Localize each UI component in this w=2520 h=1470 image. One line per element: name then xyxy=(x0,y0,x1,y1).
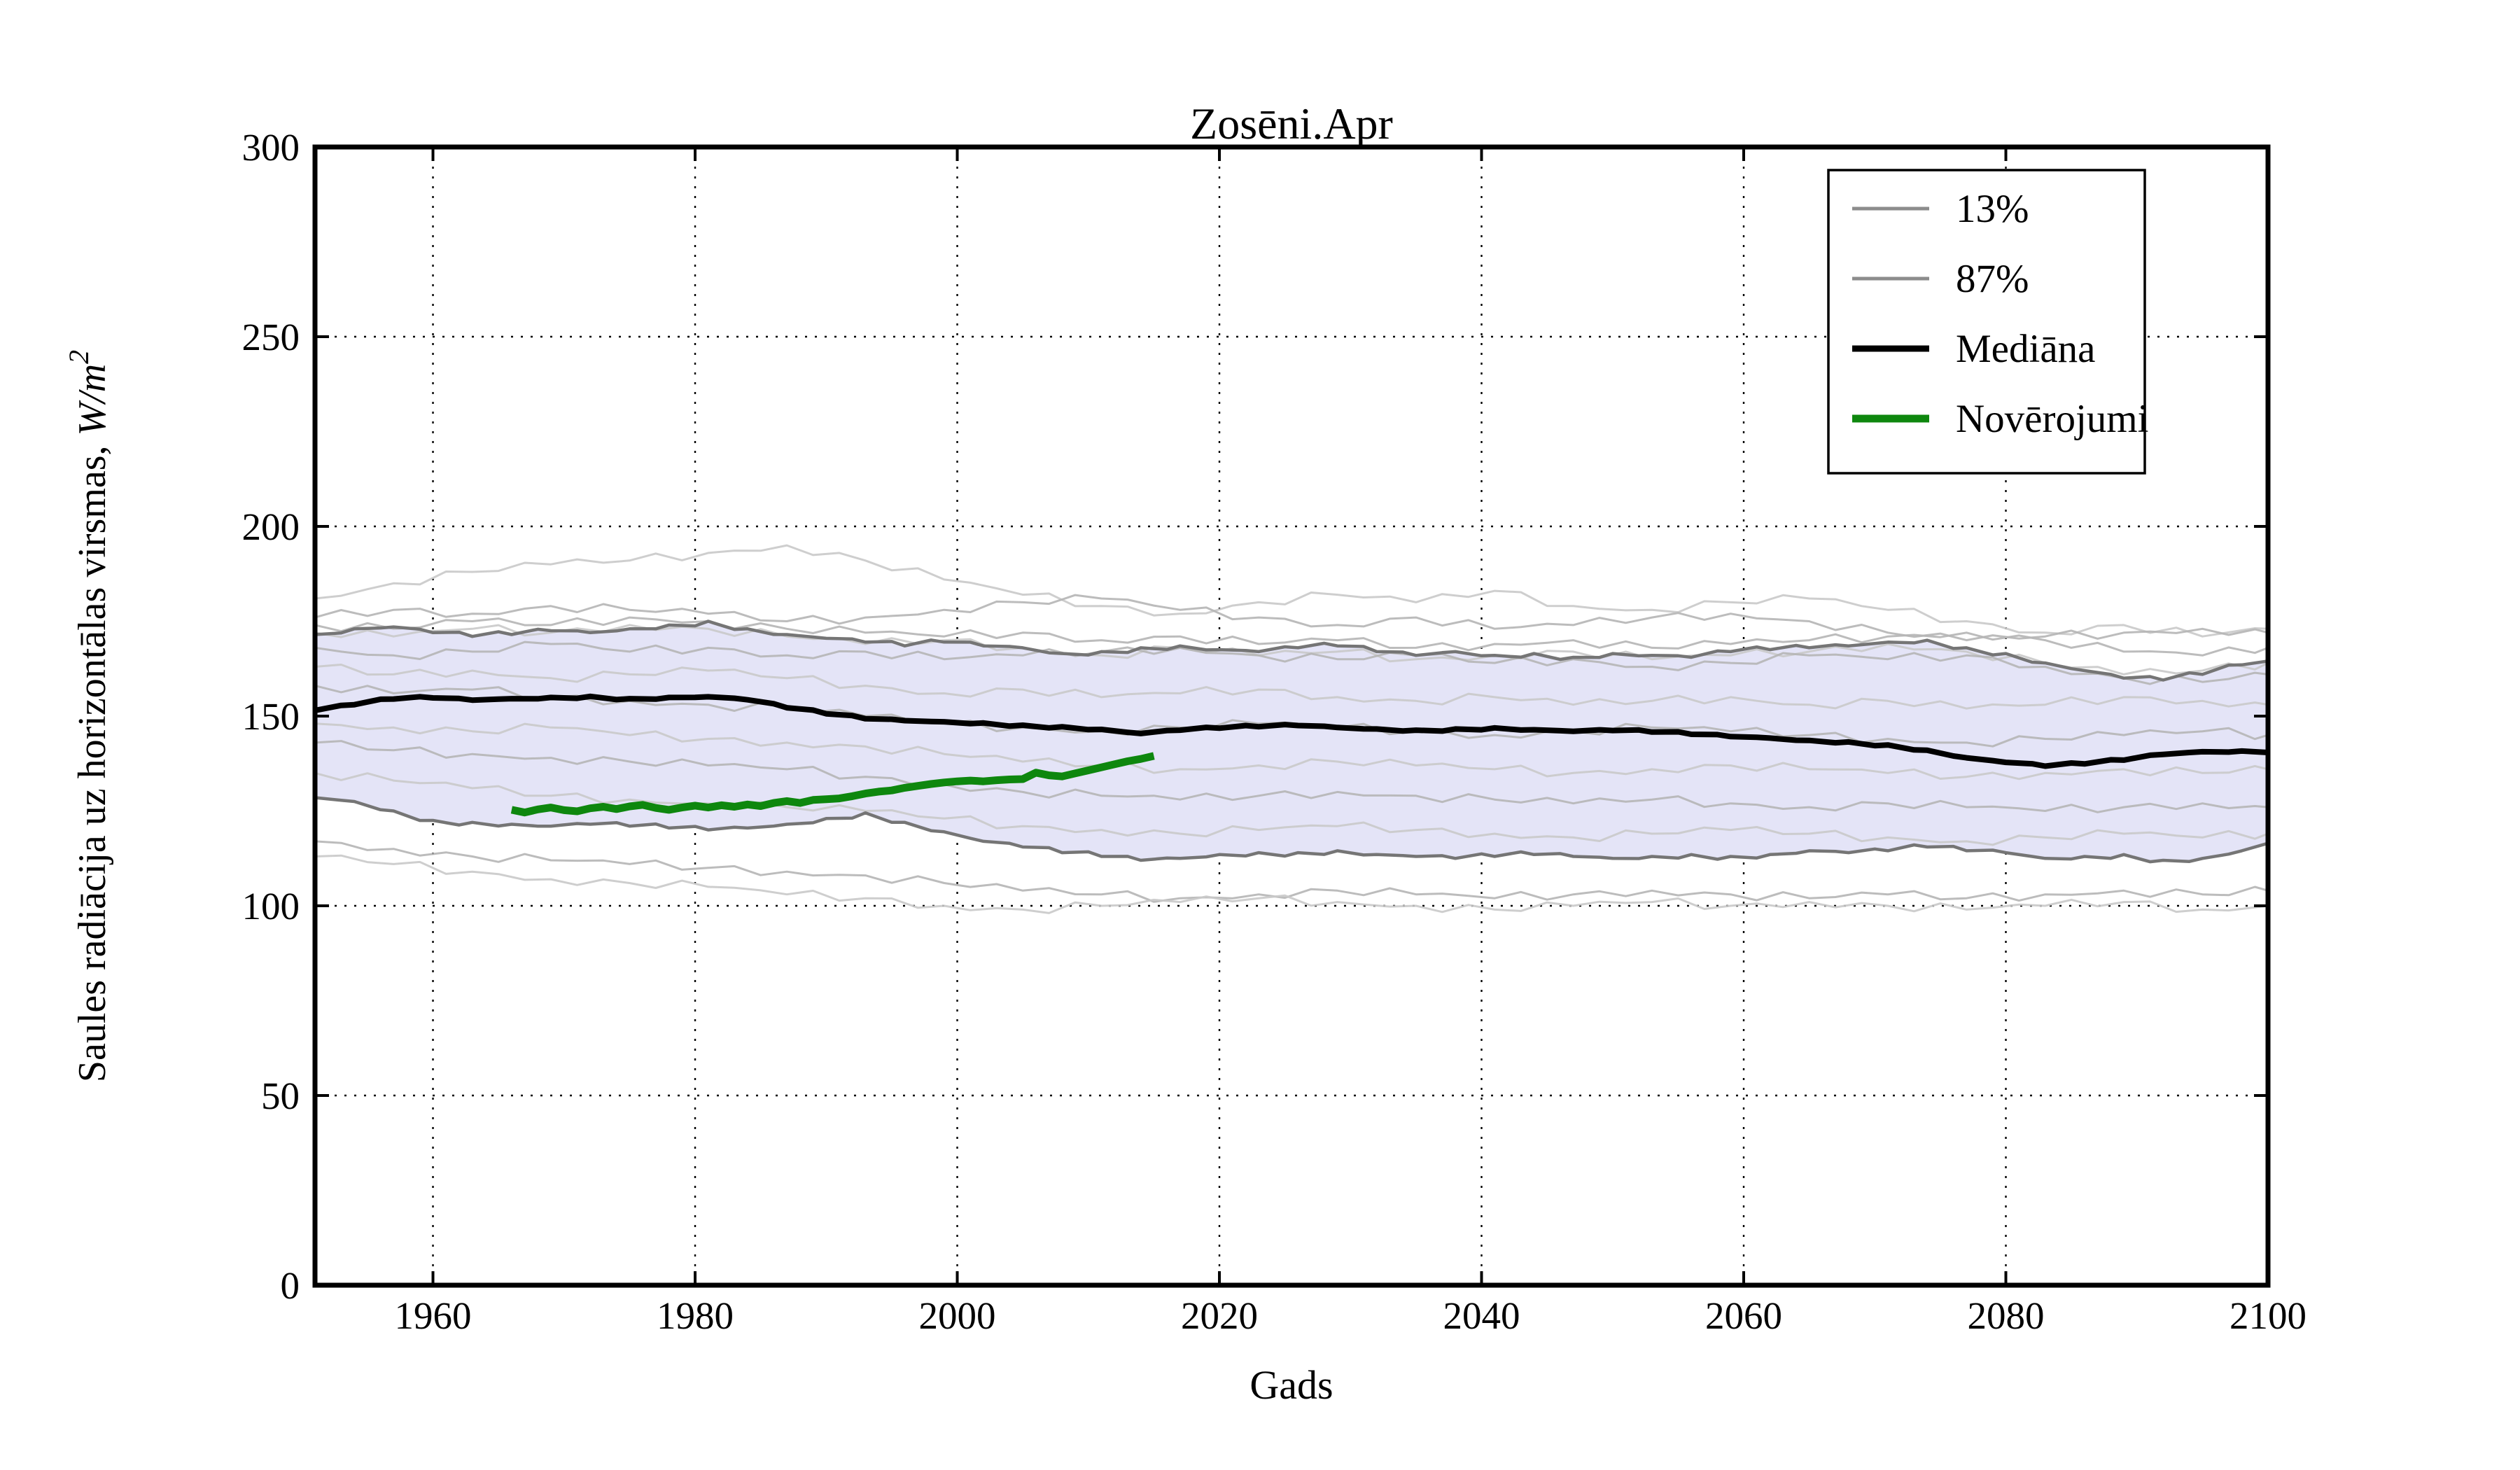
legend-box xyxy=(1827,169,2146,475)
ensemble-line xyxy=(315,722,2268,780)
x-tick-label: 1960 xyxy=(395,1294,472,1337)
ensemble-line xyxy=(315,740,2268,813)
y-tick-label: 100 xyxy=(242,885,300,927)
y-tick-label: 250 xyxy=(242,316,300,358)
x-tick-label: 2020 xyxy=(1181,1294,1258,1337)
x-tick-label: 2040 xyxy=(1443,1294,1520,1337)
x-tick-label: 2000 xyxy=(919,1294,996,1337)
plot-area: 1960 1980 2000 2020 2040 2060 2080 2100 0 50 100 15… xyxy=(242,126,2307,1337)
legend-entry-median: Mediāna xyxy=(1852,327,2095,371)
ensemble-line xyxy=(315,594,2268,642)
legend-entry-observations: Novērojumi xyxy=(1852,397,2148,441)
percentile-13-line xyxy=(315,796,2268,864)
y-axis-label-exponent: 2 xyxy=(63,350,94,364)
legend-entry-13pct: 13% xyxy=(1852,187,2029,231)
percentile-87-line xyxy=(315,620,2268,682)
ensemble-line xyxy=(315,544,2268,638)
median-line xyxy=(315,693,2268,769)
tick-marks xyxy=(315,147,2269,1285)
y-tick-label: 0 xyxy=(281,1264,300,1307)
legend-entry-87pct: 87% xyxy=(1852,257,2029,301)
uncertainty-band xyxy=(315,621,2268,862)
legend: 13% 87% Mediāna Novērojumi xyxy=(1827,169,2148,475)
x-tick-label: 1980 xyxy=(657,1294,734,1337)
x-tick-label: 2060 xyxy=(1705,1294,1782,1337)
y-tick-label: 300 xyxy=(242,126,300,169)
ensemble-line xyxy=(315,840,2268,903)
legend-label-87pct: 87% xyxy=(1956,257,2029,301)
y-tick-label: 150 xyxy=(242,695,300,738)
x-tick-label: 2100 xyxy=(2230,1294,2306,1337)
y-axis-label-prefix: Saules radiācija uz horizontālas virsmas… xyxy=(71,435,114,1082)
legend-label-median: Mediāna xyxy=(1956,327,2095,371)
ensemble-line xyxy=(315,616,2268,657)
chart-title: Zosēni.Apr xyxy=(1190,99,1393,148)
series-layer xyxy=(315,544,2268,914)
ensemble-line xyxy=(315,854,2268,914)
y-tick-label: 50 xyxy=(261,1074,300,1117)
x-axis-label: Gads xyxy=(1250,1362,1333,1408)
legend-label-13pct: 13% xyxy=(1956,187,2029,231)
y-tick-label: 200 xyxy=(242,505,300,548)
tick-labels: 1960 1980 2000 2020 2040 2060 2080 2100 0 50 100 15… xyxy=(242,126,2307,1337)
ensemble-line xyxy=(315,640,2268,685)
ensemble-line xyxy=(315,664,2268,710)
legend-label-observations: Novērojumi xyxy=(1956,397,2148,441)
x-tick-label: 2080 xyxy=(1968,1294,2045,1337)
y-axis-label: Saules radiācija uz horizontālas virsmas… xyxy=(63,350,114,1082)
y-axis-label-math: W/m xyxy=(71,364,114,436)
observations-line xyxy=(510,752,1155,817)
